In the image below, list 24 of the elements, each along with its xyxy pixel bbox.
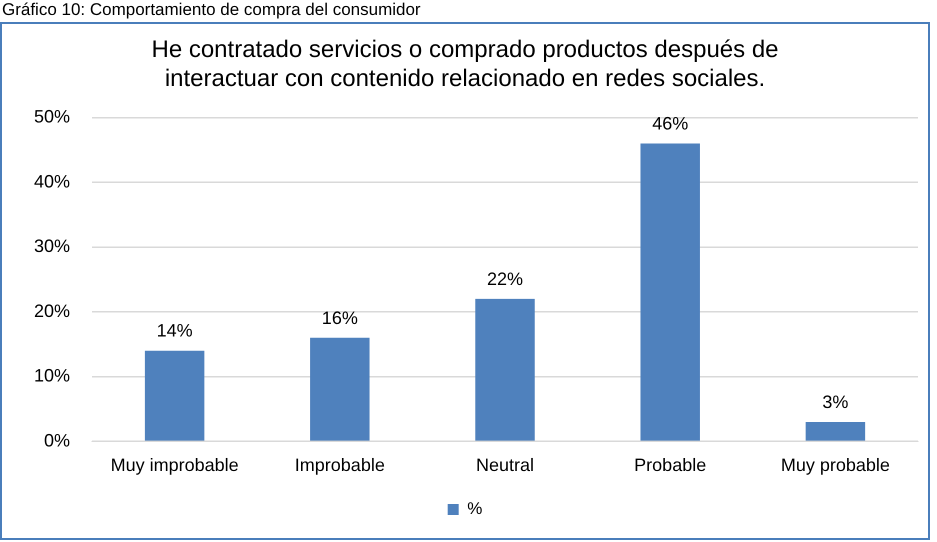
legend-label: % xyxy=(467,499,482,518)
x-tick-label: Muy probable xyxy=(780,455,890,476)
y-tick-label: 50% xyxy=(34,106,70,127)
data-label: 3% xyxy=(822,392,848,412)
y-tick-label: 40% xyxy=(34,171,70,192)
bar xyxy=(144,350,204,441)
x-tick-label: Probable xyxy=(634,455,706,476)
chart-title: He contratado servicios o comprado productos después de interactuar con contenido relacionado en redes sociales. xyxy=(151,36,779,92)
y-tick-label: 20% xyxy=(34,300,70,321)
bar xyxy=(640,144,700,441)
bar xyxy=(475,298,535,441)
x-tick-label: Neutral xyxy=(476,455,534,476)
data-label: 14% xyxy=(156,320,193,341)
y-tick-label: 0% xyxy=(44,430,70,450)
bar xyxy=(310,338,370,441)
data-label: 16% xyxy=(322,308,358,328)
y-tick-label: 10% xyxy=(34,366,70,386)
data-label: 46% xyxy=(652,113,688,134)
bar xyxy=(806,422,866,441)
text: Gráfico 10: Comportamiento de compra del consumidor xyxy=(1,0,422,20)
x-tick-label: Improbable xyxy=(294,455,385,476)
data-label: 22% xyxy=(487,268,524,289)
y-tick-label: 30% xyxy=(34,236,70,256)
x-tick-label: Muy improbable xyxy=(110,455,239,476)
